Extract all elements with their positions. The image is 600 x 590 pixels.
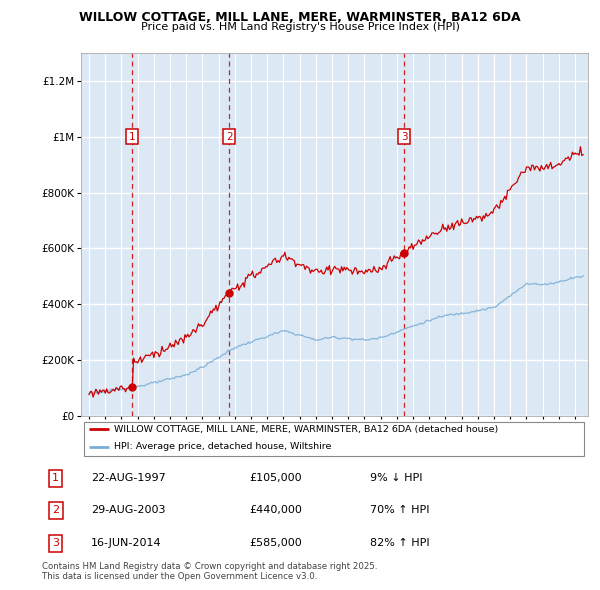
Text: Price paid vs. HM Land Registry's House Price Index (HPI): Price paid vs. HM Land Registry's House … xyxy=(140,22,460,32)
Text: 29-AUG-2003: 29-AUG-2003 xyxy=(91,506,166,515)
Text: 22-AUG-1997: 22-AUG-1997 xyxy=(91,473,166,483)
Text: 82% ↑ HPI: 82% ↑ HPI xyxy=(370,539,429,549)
Text: HPI: Average price, detached house, Wiltshire: HPI: Average price, detached house, Wilt… xyxy=(114,442,331,451)
Text: £440,000: £440,000 xyxy=(250,506,302,515)
Text: 16-JUN-2014: 16-JUN-2014 xyxy=(91,539,162,549)
Text: 2: 2 xyxy=(52,506,59,515)
Text: 3: 3 xyxy=(401,132,407,142)
Text: 2: 2 xyxy=(226,132,233,142)
Text: WILLOW COTTAGE, MILL LANE, MERE, WARMINSTER, BA12 6DA (detached house): WILLOW COTTAGE, MILL LANE, MERE, WARMINS… xyxy=(114,425,498,434)
Text: 1: 1 xyxy=(128,132,135,142)
Text: 70% ↑ HPI: 70% ↑ HPI xyxy=(370,506,429,515)
Text: 9% ↓ HPI: 9% ↓ HPI xyxy=(370,473,422,483)
Text: £105,000: £105,000 xyxy=(250,473,302,483)
Text: £585,000: £585,000 xyxy=(250,539,302,549)
Text: 1: 1 xyxy=(52,473,59,483)
Text: WILLOW COTTAGE, MILL LANE, MERE, WARMINSTER, BA12 6DA: WILLOW COTTAGE, MILL LANE, MERE, WARMINS… xyxy=(79,11,521,24)
Text: 3: 3 xyxy=(52,539,59,549)
FancyBboxPatch shape xyxy=(83,422,584,455)
Text: Contains HM Land Registry data © Crown copyright and database right 2025.
This d: Contains HM Land Registry data © Crown c… xyxy=(42,562,377,581)
